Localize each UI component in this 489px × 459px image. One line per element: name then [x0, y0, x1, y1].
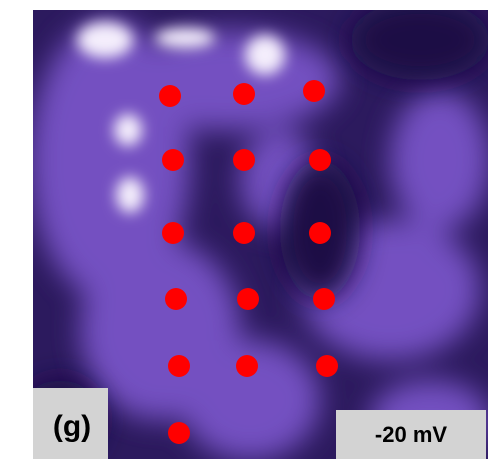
- figure: (g) -20 mV: [0, 0, 489, 459]
- voltage-label: -20 mV: [375, 422, 447, 447]
- panel-label: (g): [53, 410, 91, 443]
- page: (g) -20 mV (() => { const data = JSON.pa…: [0, 0, 489, 459]
